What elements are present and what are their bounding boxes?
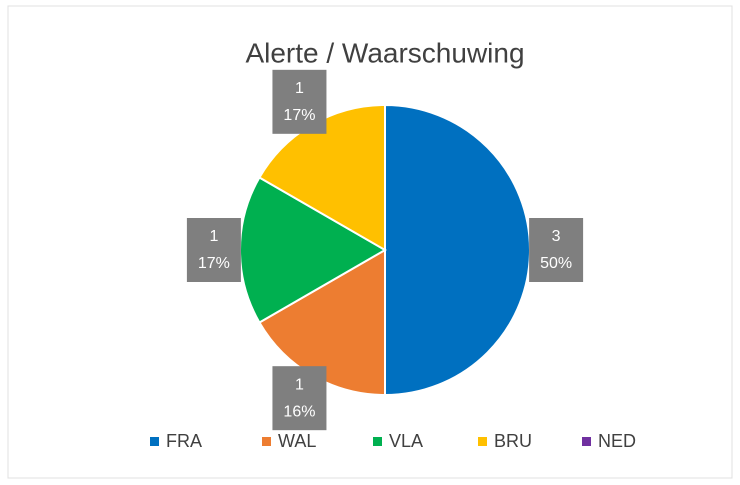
chart-title: Alerte / Waarschuwing <box>245 37 524 68</box>
legend-label: VLA <box>389 431 423 451</box>
legend-swatch <box>478 437 487 446</box>
data-label-percent: 16% <box>283 403 315 420</box>
data-label-percent: 17% <box>283 107 315 124</box>
data-label-box <box>186 218 241 282</box>
legend-swatch <box>262 437 271 446</box>
data-label-value: 3 <box>552 228 561 245</box>
data-label-percent: 50% <box>540 255 572 272</box>
legend-label: BRU <box>494 431 532 451</box>
data-label-percent: 17% <box>198 255 230 272</box>
legend-swatch <box>373 437 382 446</box>
data-label-value: 1 <box>295 80 304 97</box>
legend-label: FRA <box>166 431 202 451</box>
legend-swatch <box>150 437 159 446</box>
legend-label: WAL <box>278 431 316 451</box>
data-label-box <box>272 366 327 431</box>
data-label-box <box>272 69 327 134</box>
data-label-value: 1 <box>295 376 304 393</box>
legend-swatch <box>582 437 591 446</box>
legend-label: NED <box>598 431 636 451</box>
data-label-value: 1 <box>209 228 218 245</box>
data-label-box <box>529 218 584 282</box>
